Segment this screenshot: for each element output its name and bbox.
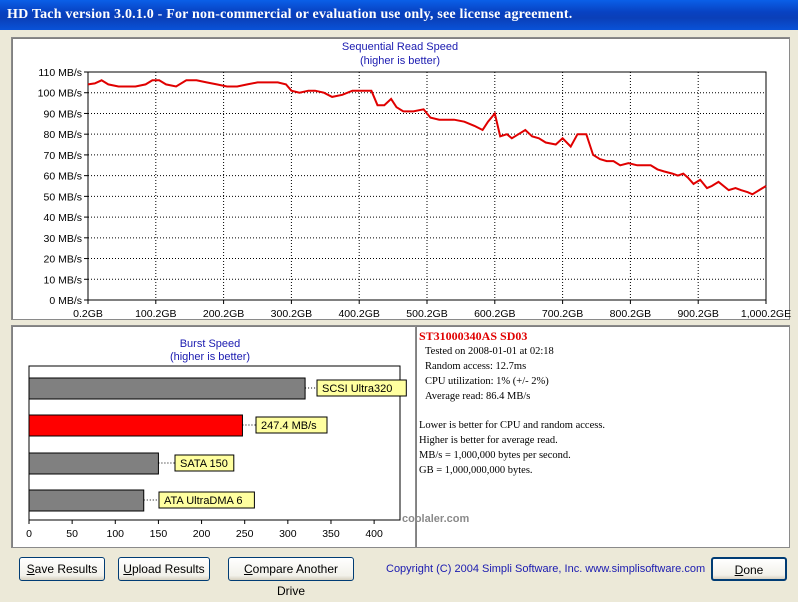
done-button[interactable]: Done: [711, 557, 787, 581]
x-tick-label: 100.2GB: [135, 308, 176, 320]
burst-chart-title: Burst Speed: [179, 338, 241, 350]
x-tick-label: 800.2GB: [610, 308, 651, 320]
note-line: Lower is better for CPU and random acces…: [419, 420, 606, 431]
bar-label: SCSI Ultra320: [322, 383, 392, 395]
x-tick-label: 400: [365, 528, 383, 540]
sequential-read-chart: 0 MB/s 10 MB/s 20 MB/s 30 MB/s 40 MB/s 50 MB/…: [38, 67, 791, 320]
bar-label: ATA UltraDMA 6: [164, 495, 242, 507]
x-tick-label: 200.2GB: [203, 308, 244, 320]
note-line: MB/s = 1,000,000 bytes per second.: [419, 450, 571, 461]
x-tick-label: 150: [150, 528, 168, 540]
save-results-button[interactable]: Save Results: [19, 557, 105, 581]
y-tick-label: 20 MB/s: [43, 254, 82, 266]
x-tick-label: 200: [193, 528, 211, 540]
x-tick-label: 300.2GB: [271, 308, 312, 320]
burst-bar: [28, 414, 243, 437]
burst-bar: [28, 452, 159, 475]
y-tick-label: 30 MB/s: [43, 233, 82, 245]
x-tick-label: 1,000.2GE: [741, 308, 791, 320]
x-tick-label: 300: [279, 528, 297, 540]
title-bar[interactable]: HD Tach version 3.0.1.0 - For non-commer…: [0, 0, 798, 30]
y-tick-label: 80 MB/s: [43, 129, 82, 141]
x-tick-label: 0: [26, 528, 32, 540]
window-title: HD Tach version 3.0.1.0 - For non-commer…: [7, 7, 573, 22]
y-tick-label: 110 MB/s: [38, 67, 82, 79]
sequential-read-panel: [11, 37, 790, 320]
burst-chart-subtitle: (higher is better): [169, 351, 251, 363]
x-tick-label: 400.2GB: [338, 308, 379, 320]
read-speed-line: [87, 79, 767, 196]
y-tick-label: 0 MB/s: [49, 295, 82, 307]
x-tick-label: 500.2GB: [406, 308, 447, 320]
seq-chart-subtitle: (higher is better): [359, 55, 441, 67]
note-line: Higher is better for average read.: [419, 435, 558, 446]
burst-bar: [28, 377, 306, 400]
seq-chart-title: Sequential Read Speed: [341, 41, 459, 53]
y-tick-label: 60 MB/s: [43, 171, 82, 183]
bar-label-box: [174, 454, 235, 472]
bar-label: SATA 150: [180, 458, 228, 470]
x-tick-label: 0.2GB: [73, 308, 103, 320]
bar-label-box: [158, 491, 255, 509]
result-line: Average read: 86.4 MB/s: [425, 391, 531, 402]
x-tick-label: 700.2GB: [542, 308, 583, 320]
result-line: CPU utilization: 1% (+/- 2%): [425, 376, 549, 387]
x-tick-label: 900.2GB: [677, 308, 718, 320]
watermark-text: coolaler.com: [402, 513, 470, 525]
y-tick-label: 90 MB/s: [43, 108, 82, 120]
y-tick-label: 10 MB/s: [43, 274, 82, 286]
bar-label: 247.4 MB/s: [261, 420, 317, 432]
burst-speed-chart: 0 50 100 150 200 250 300 350 400 SCSI Ultra320 247…: [26, 365, 407, 540]
x-tick-label: 100: [107, 528, 125, 540]
burst-bar: [28, 489, 145, 512]
results-panel: [415, 325, 790, 548]
x-tick-label: 350: [322, 528, 340, 540]
note-line: GB = 1,000,000,000 bytes.: [419, 465, 533, 476]
y-tick-label: 70 MB/s: [43, 150, 82, 162]
y-tick-label: 50 MB/s: [43, 191, 82, 203]
x-tick-label: 600.2GB: [474, 308, 515, 320]
y-tick-label: 100 MB/s: [38, 88, 82, 100]
result-line: Random access: 12.7ms: [425, 361, 527, 372]
y-tick-label: 40 MB/s: [43, 212, 82, 224]
upload-results-button[interactable]: Upload Results: [118, 557, 210, 581]
x-tick-label: 50: [66, 528, 78, 540]
compare-another-drive-button[interactable]: Compare Another Drive: [228, 557, 354, 598]
bar-label-box: [316, 379, 407, 397]
result-line: Tested on 2008-01-01 at 02:18: [425, 346, 554, 357]
copyright-text: Copyright (C) 2004 Simpli Software, Inc.…: [386, 563, 706, 575]
x-tick-label: 250: [236, 528, 254, 540]
drive-model: ST31000340AS SD03: [419, 329, 528, 343]
bar-label-box: [255, 416, 328, 434]
